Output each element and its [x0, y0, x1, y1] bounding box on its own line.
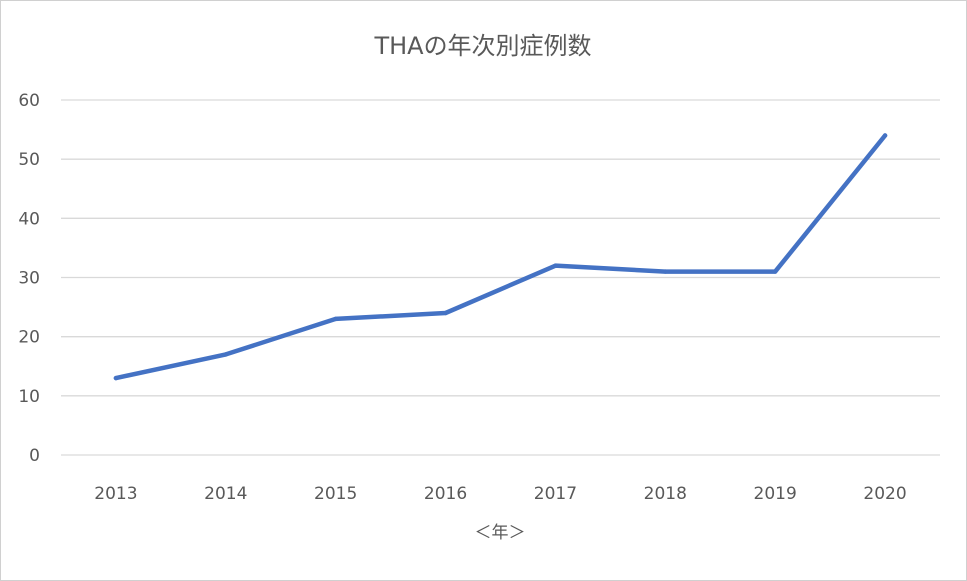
y-tick-label: 10 — [18, 387, 40, 407]
x-axis-title: ＜年＞ — [475, 523, 526, 543]
data-point — [553, 263, 558, 268]
x-tick-label: 2018 — [644, 484, 687, 504]
series-layer — [113, 133, 888, 381]
gridlines — [61, 99, 940, 456]
y-tick-label: 60 — [18, 91, 40, 111]
data-point — [882, 133, 888, 138]
y-tick-label: 40 — [18, 209, 40, 229]
x-tick-label: 2019 — [754, 484, 797, 504]
x-tick-label: 2015 — [314, 484, 357, 504]
x-tick-label: 2014 — [204, 484, 247, 504]
chart-title: THAの年次別症例数 — [373, 32, 591, 60]
data-point — [333, 316, 338, 322]
y-tick-label: 30 — [18, 269, 40, 289]
x-tick-label: 2013 — [94, 484, 137, 504]
data-point — [223, 352, 229, 357]
data-point — [443, 310, 448, 316]
y-tick-label: 50 — [18, 150, 40, 170]
x-axis-ticks: 2013 2014 2015 2016 2017 2018 2019 2020 — [94, 484, 906, 504]
series-line — [113, 133, 888, 381]
x-tick-label: 2017 — [534, 484, 577, 504]
y-tick-label: 0 — [29, 446, 40, 466]
data-point — [772, 269, 778, 274]
y-tick-label: 20 — [18, 328, 40, 348]
data-point — [663, 269, 668, 274]
data-point — [113, 375, 119, 381]
x-tick-label: 2020 — [863, 484, 906, 504]
y-axis-ticks: 0 10 20 30 40 50 60 — [18, 91, 40, 466]
x-tick-label: 2016 — [424, 484, 467, 504]
